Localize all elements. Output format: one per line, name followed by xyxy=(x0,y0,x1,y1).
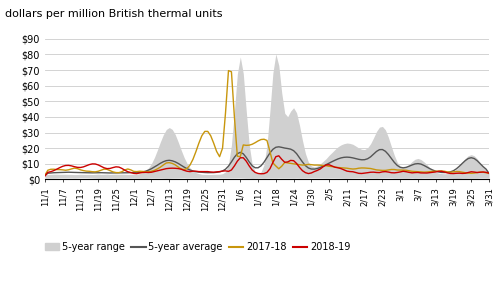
Legend: 5-year range, 5-year average, 2017-18, 2018-19: 5-year range, 5-year average, 2017-18, 2… xyxy=(41,238,354,256)
Text: dollars per million British thermal units: dollars per million British thermal unit… xyxy=(5,9,223,19)
